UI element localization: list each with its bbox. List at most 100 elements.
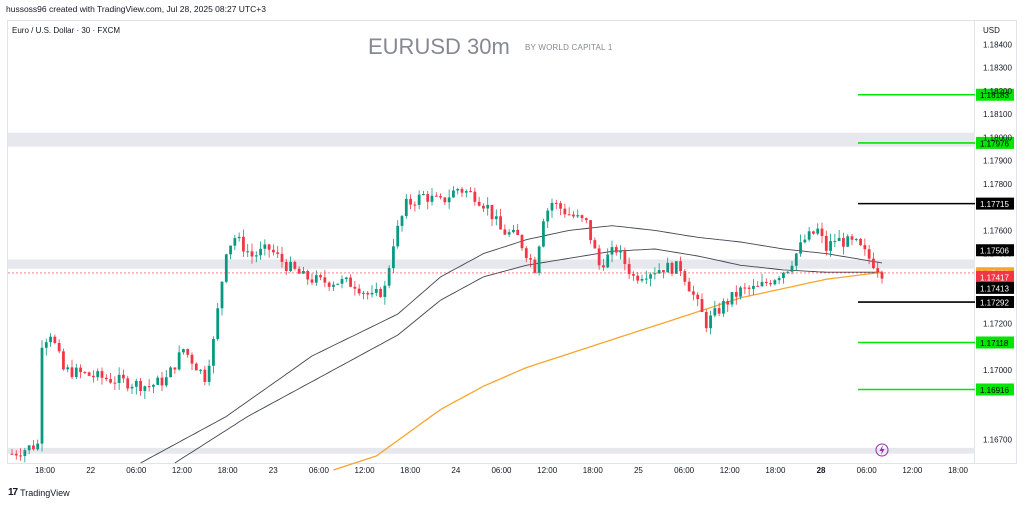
y-tick-label: 1.18200 bbox=[983, 87, 1012, 96]
x-tick-label: 12:00 bbox=[172, 466, 193, 475]
x-tick-label: 18:00 bbox=[400, 466, 421, 475]
zone-1 bbox=[8, 259, 975, 269]
candle-body bbox=[512, 229, 515, 233]
candle-body bbox=[242, 236, 245, 252]
candle-body bbox=[683, 271, 687, 282]
y-tick-label: 1.17200 bbox=[983, 319, 1012, 328]
candle-body bbox=[14, 453, 18, 456]
axis-badge-label: 1.17506 bbox=[980, 247, 1009, 256]
alert-icon[interactable] bbox=[875, 443, 889, 457]
level-label: 1.16916 bbox=[980, 386, 1009, 395]
candle-body bbox=[139, 380, 142, 391]
x-tick-label: 22 bbox=[86, 466, 95, 475]
candle-body bbox=[597, 248, 601, 266]
candle-body bbox=[87, 372, 91, 376]
candle-body bbox=[756, 285, 760, 287]
x-tick-label: 18:00 bbox=[583, 466, 604, 475]
y-tick-label: 1.17000 bbox=[983, 366, 1012, 375]
candle-body bbox=[267, 244, 271, 250]
candle-body bbox=[722, 301, 725, 314]
candle-body bbox=[584, 218, 588, 221]
candle-body bbox=[602, 265, 605, 268]
candle-body bbox=[426, 194, 430, 202]
candle-body bbox=[246, 251, 250, 253]
symbol-legend: Euro / U.S. Dollar · 30 · FXCM bbox=[12, 26, 121, 35]
candle-body bbox=[362, 292, 365, 294]
candle-body bbox=[387, 268, 391, 286]
candle-body bbox=[323, 277, 327, 283]
axis-badge-label: 1.17417 bbox=[980, 273, 1009, 282]
candle-body bbox=[692, 291, 695, 295]
candle-body bbox=[439, 196, 442, 198]
candle-body bbox=[580, 215, 584, 219]
candles-layer bbox=[10, 186, 884, 463]
candle-body bbox=[743, 287, 747, 289]
y-tick-label: 1.17900 bbox=[983, 157, 1012, 166]
candle-body bbox=[79, 367, 82, 373]
candle-body bbox=[272, 249, 275, 253]
candle-body bbox=[464, 191, 468, 193]
footer-brand: TradingView bbox=[20, 487, 70, 498]
candle-body bbox=[212, 338, 215, 366]
candle-body bbox=[773, 280, 777, 285]
candle-body bbox=[57, 342, 61, 352]
candle-body bbox=[396, 225, 400, 247]
candle-body bbox=[473, 191, 477, 202]
candle-body bbox=[10, 453, 14, 455]
candle-body bbox=[336, 283, 340, 285]
x-tick-label: 06:00 bbox=[309, 466, 330, 475]
candle-body bbox=[636, 275, 640, 281]
candle-body bbox=[413, 204, 417, 206]
candle-body bbox=[156, 377, 160, 385]
x-tick-label: 06:00 bbox=[857, 466, 878, 475]
x-tick-label: 18:00 bbox=[218, 466, 239, 475]
candle-body bbox=[254, 255, 258, 257]
candle-body bbox=[447, 197, 451, 203]
candle-body bbox=[284, 261, 288, 271]
candle-body bbox=[542, 221, 545, 247]
y-tick-label: 1.18100 bbox=[983, 110, 1012, 119]
candle-body bbox=[456, 188, 460, 191]
candle-body bbox=[704, 311, 708, 329]
candle-body bbox=[644, 278, 648, 280]
candle-body bbox=[383, 285, 387, 297]
candle-body bbox=[679, 261, 682, 272]
candle-body bbox=[100, 371, 104, 378]
candle-body bbox=[503, 229, 507, 235]
level-label: 1.17118 bbox=[980, 339, 1009, 348]
candle-body bbox=[627, 264, 631, 275]
ma-upper-line bbox=[140, 225, 883, 464]
level-badge-1.18183 bbox=[976, 88, 1014, 101]
candle-body bbox=[576, 215, 580, 217]
candle-body bbox=[83, 372, 87, 374]
candle-body bbox=[769, 283, 772, 285]
candle-body bbox=[606, 254, 610, 268]
candle-body bbox=[66, 367, 70, 370]
candle-body bbox=[422, 194, 425, 196]
candle-body bbox=[404, 198, 408, 217]
attribution-text: hussoss96 created with TradingView.com, … bbox=[6, 4, 266, 14]
candle-body bbox=[109, 379, 112, 383]
candle-body bbox=[130, 386, 134, 389]
candle-body bbox=[837, 237, 841, 241]
candle-body bbox=[782, 272, 785, 279]
x-tick-label: 12:00 bbox=[902, 466, 923, 475]
candle-body bbox=[614, 247, 618, 253]
candle-body bbox=[62, 351, 65, 370]
candle-body bbox=[173, 367, 177, 370]
candle-body bbox=[469, 191, 472, 193]
candle-body bbox=[670, 262, 674, 274]
candle-body bbox=[846, 236, 850, 247]
candle-body bbox=[589, 220, 592, 241]
footer: 17 TradingView bbox=[8, 487, 70, 498]
candle-body bbox=[700, 299, 704, 312]
candle-body bbox=[829, 241, 832, 251]
candle-body bbox=[379, 289, 382, 297]
price-axis[interactable] bbox=[975, 20, 1017, 464]
candle-body bbox=[310, 279, 314, 283]
candle-body bbox=[143, 386, 147, 391]
candle-body bbox=[563, 208, 567, 215]
tradingview-logo-icon[interactable]: 17 bbox=[8, 487, 18, 498]
